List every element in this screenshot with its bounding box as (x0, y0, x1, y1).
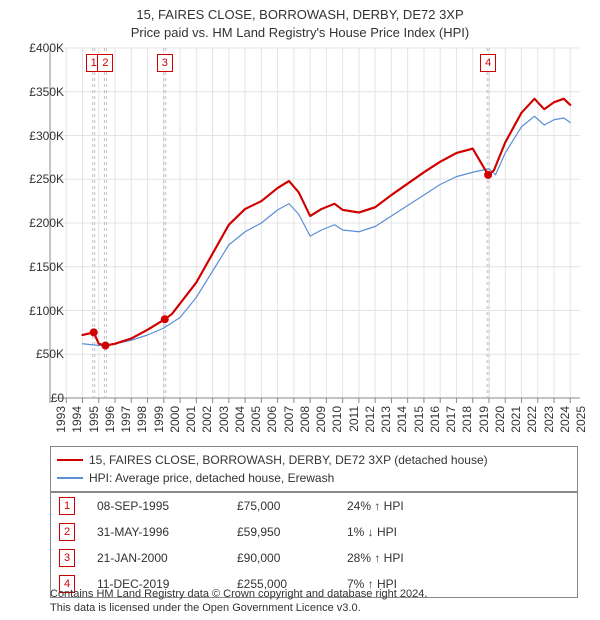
chart-container: { "title_line1": "15, FAIRES CLOSE, BORR… (0, 0, 600, 620)
sale-price: £75,000 (237, 499, 347, 513)
x-tick-label: 1999 (152, 406, 166, 433)
table-row: 2 31-MAY-1996£59,9501% ↓ HPI (51, 519, 577, 545)
x-tick-label: 1994 (70, 406, 84, 433)
x-tick-label: 2019 (477, 406, 491, 433)
sale-marker-box: 2 (97, 54, 113, 72)
x-tick-label: 2007 (282, 406, 296, 433)
x-tick-label: 2003 (217, 406, 231, 433)
x-tick-label: 2017 (444, 406, 458, 433)
legend-label: HPI: Average price, detached house, Erew… (89, 469, 334, 487)
sale-price: £90,000 (237, 551, 347, 565)
x-tick-label: 2018 (460, 406, 474, 433)
table-row: 3 21-JAN-2000£90,00028% ↑ HPI (51, 545, 577, 571)
sale-date: 21-JAN-2000 (97, 551, 237, 565)
footer-attribution: Contains HM Land Registry data © Crown c… (50, 588, 427, 616)
sale-marker-box: 4 (480, 54, 496, 72)
x-tick-label: 2013 (379, 406, 393, 433)
sale-price: £59,950 (237, 525, 347, 539)
y-tick-label: £400K (4, 41, 64, 55)
y-tick-label: £150K (4, 260, 64, 274)
y-tick-label: £100K (4, 304, 64, 318)
sale-date: 31-MAY-1996 (97, 525, 237, 539)
x-tick-label: 2000 (168, 406, 182, 433)
sale-number-badge: 3 (59, 549, 75, 567)
x-tick-label: 2004 (233, 406, 247, 433)
sales-table: 1 08-SEP-1995£75,00024% ↑ HPI 2 31-MAY-1996… (50, 492, 578, 598)
sale-delta: 28% ↑ HPI (347, 551, 437, 565)
sale-delta: 1% ↓ HPI (347, 525, 437, 539)
x-tick-label: 2001 (184, 406, 198, 433)
x-tick-label: 1998 (135, 406, 149, 433)
y-tick-label: £300K (4, 129, 64, 143)
x-tick-label: 2014 (395, 406, 409, 433)
x-tick-label: 2002 (200, 406, 214, 433)
x-tick-label: 2024 (558, 406, 572, 433)
sale-number-badge: 2 (59, 523, 75, 541)
y-tick-label: £200K (4, 216, 64, 230)
x-tick-label: 2011 (347, 406, 361, 432)
footer-line-2: This data is licensed under the Open Gov… (50, 602, 427, 616)
x-tick-label: 2008 (298, 406, 312, 433)
x-tick-label: 2023 (542, 406, 556, 433)
legend-swatch (57, 459, 83, 461)
sale-marker-box: 3 (157, 54, 173, 72)
x-tick-label: 2010 (330, 406, 344, 433)
legend-item: 15, FAIRES CLOSE, BORROWASH, DERBY, DE72… (57, 451, 571, 469)
y-tick-label: £350K (4, 85, 64, 99)
x-tick-label: 2020 (493, 406, 507, 433)
x-tick-label: 2009 (314, 406, 328, 433)
x-tick-label: 1993 (54, 406, 68, 433)
legend-item: HPI: Average price, detached house, Erew… (57, 469, 571, 487)
x-tick-label: 1997 (119, 406, 133, 433)
sale-delta: 24% ↑ HPI (347, 499, 437, 513)
sale-date: 08-SEP-1995 (97, 499, 237, 513)
x-tick-label: 2022 (525, 406, 539, 433)
y-tick-label: £0 (4, 391, 64, 405)
legend: 15, FAIRES CLOSE, BORROWASH, DERBY, DE72… (50, 446, 578, 492)
x-tick-label: 2005 (249, 406, 263, 433)
x-tick-label: 2016 (428, 406, 442, 433)
x-tick-label: 2021 (509, 406, 523, 433)
table-row: 1 08-SEP-1995£75,00024% ↑ HPI (51, 493, 577, 519)
sale-number-badge: 1 (59, 497, 75, 515)
x-tick-label: 2012 (363, 406, 377, 433)
footer-line-1: Contains HM Land Registry data © Crown c… (50, 588, 427, 602)
y-tick-label: £250K (4, 172, 64, 186)
x-tick-label: 1995 (87, 406, 101, 433)
x-tick-label: 2015 (412, 406, 426, 433)
x-tick-label: 2006 (265, 406, 279, 433)
legend-label: 15, FAIRES CLOSE, BORROWASH, DERBY, DE72… (89, 451, 488, 469)
y-tick-label: £50K (4, 347, 64, 361)
legend-swatch (57, 477, 83, 479)
x-tick-label: 1996 (103, 406, 117, 433)
x-tick-label: 2025 (574, 406, 588, 433)
